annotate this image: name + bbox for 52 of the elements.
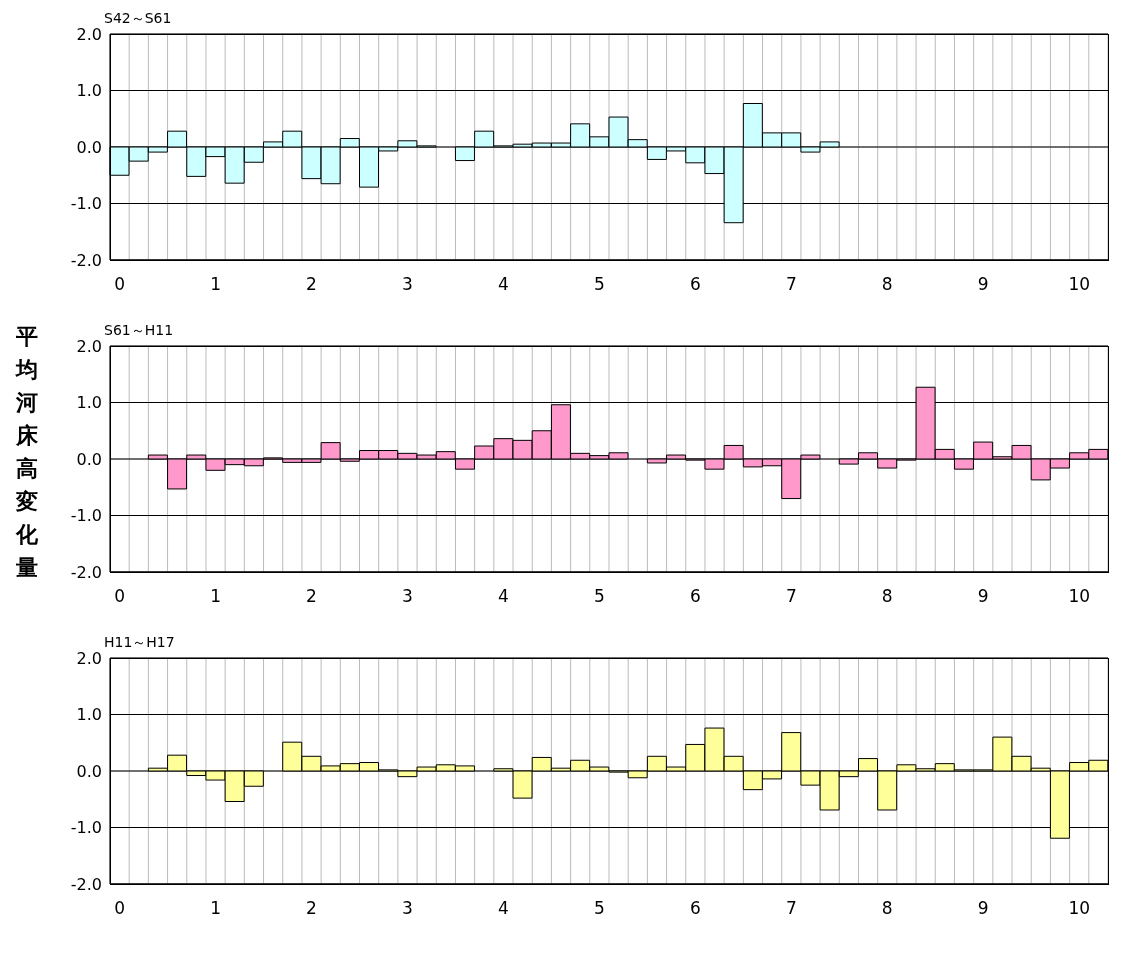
x-tick-label: 5 [593,586,605,607]
x-tick-label: 10 [1068,586,1091,607]
x-tick-label: 0 [114,274,126,295]
chart-title: S61～H11 [104,322,174,340]
x-tick-label: 10 [1068,274,1091,295]
x-tick-label: 7 [785,274,797,295]
x-tick-label: 6 [689,898,701,919]
y-tick-label: 1.0 [76,393,102,413]
y-tick-label: -1.0 [70,194,102,214]
y-tick-label: 2.0 [76,24,102,44]
x-tick-label: 8 [881,274,893,295]
y-tick-label: -2.0 [70,874,102,894]
x-tick-label: 4 [498,586,509,607]
y-tick-label: 2.0 [76,648,102,668]
x-tick-label: 2 [306,898,317,919]
y-tick-label: -2.0 [70,250,102,270]
x-tick-label: 5 [593,898,605,919]
x-tick-label: 8 [881,586,893,607]
x-tick-label: 4 [498,898,509,919]
x-tick-label: 7 [785,586,797,607]
x-tick-label: 2 [306,586,317,607]
y-tick-label: 1.0 [76,81,102,101]
x-tick-label: 1 [210,586,221,607]
x-tick-label: 9 [977,586,989,607]
y-tick-label: 0.0 [76,137,102,157]
x-tick-label: 0 [114,898,126,919]
y-tick-label: 0.0 [76,761,102,781]
y-tick-label: 2.0 [76,336,102,356]
chart-title: H11～H17 [104,634,175,652]
x-tick-label: 8 [881,898,893,919]
y-tick-label: 1.0 [76,705,102,725]
x-tick-label: 1 [210,898,221,919]
x-tick-label: 10 [1068,898,1091,919]
x-tick-label: 7 [785,898,797,919]
y-tick-label: -2.0 [70,562,102,582]
x-tick-label: 6 [689,274,701,295]
x-tick-label: 0 [114,586,126,607]
x-tick-label: 5 [593,274,605,295]
chart-title: S42～S61 [104,10,172,28]
y-tick-label: 0.0 [76,449,102,469]
y-axis-title: 平均河床高変化量 [14,323,39,582]
x-tick-label: 3 [402,586,413,607]
x-tick-label: 9 [977,274,989,295]
x-tick-label: 2 [306,274,317,295]
y-tick-label: -1.0 [70,506,102,526]
x-tick-label: 6 [689,586,701,607]
x-tick-label: 3 [402,898,413,919]
x-tick-label: 3 [402,274,413,295]
x-tick-label: 1 [210,274,221,295]
x-tick-label: 9 [977,898,989,919]
y-tick-label: -1.0 [70,818,102,838]
x-tick-label: 4 [498,274,509,295]
